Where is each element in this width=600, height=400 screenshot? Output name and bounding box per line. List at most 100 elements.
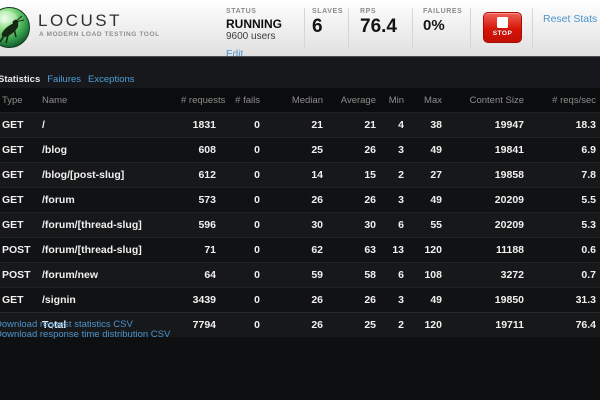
cell-average: 26 <box>364 194 376 206</box>
column-header[interactable]: Content Size <box>444 88 526 113</box>
app-title: LOCUST <box>38 11 122 30</box>
cell-name: /forum/[thread-slug] <box>42 244 142 256</box>
table-row: GET/blog/[post-slug] 612 0 14 15 2 27 19858 7.8 <box>0 162 600 188</box>
cell--reqs-sec: 76.4 <box>575 319 596 331</box>
cell--reqs-sec: 0.7 <box>581 269 596 281</box>
cell-name: /forum <box>42 194 75 206</box>
column-header[interactable]: Name <box>40 88 180 113</box>
stats-table-body: GET/1831 0 21 21 4 38 19947 18.3 GET/blog 608 0 25 2… <box>0 112 600 337</box>
cell-type: GET <box>2 119 24 131</box>
cell-content-size: 19858 <box>494 169 524 181</box>
cell-min: 6 <box>398 219 404 231</box>
table-row: GET/forum 573 0 26 26 3 49 20209 5.5 <box>0 187 600 213</box>
header-divider <box>532 8 533 48</box>
cell-max: 27 <box>430 169 442 181</box>
cell-min: 3 <box>398 194 404 206</box>
column-header[interactable]: Type <box>0 88 40 113</box>
cell-average: 15 <box>364 169 376 181</box>
cell--fails: 0 <box>254 319 260 331</box>
cell--reqs-sec: 31.3 <box>575 294 596 306</box>
cell-average: 26 <box>364 144 376 156</box>
cell-min: 3 <box>398 144 404 156</box>
cell-min: 13 <box>392 244 404 256</box>
cell-max: 120 <box>424 319 442 331</box>
cell-average: 63 <box>364 244 376 256</box>
cell-content-size: 19841 <box>494 144 524 156</box>
csv-download-link[interactable]: Download request statistics CSV <box>0 319 133 330</box>
cell-max: 49 <box>430 294 442 306</box>
cell-median: 62 <box>311 244 323 256</box>
column-header[interactable]: Max <box>406 88 444 113</box>
cell-type: GET <box>2 169 24 181</box>
cell-average: 30 <box>364 219 376 231</box>
stop-button[interactable]: STOP <box>483 12 522 43</box>
failures-label: FAILURES <box>423 8 463 15</box>
reset-stats-link[interactable]: Reset Stats <box>543 13 598 25</box>
cell-min: 2 <box>398 319 404 331</box>
column-header[interactable]: Min <box>378 88 406 113</box>
column-header[interactable]: Median <box>262 88 325 113</box>
cell--fails: 0 <box>254 244 260 256</box>
cell-content-size: 19850 <box>494 294 524 306</box>
cell--fails: 0 <box>254 119 260 131</box>
cell-average: 58 <box>364 269 376 281</box>
table-row: GET / 1831 0 21 21 4 38 19947 18.3 <box>0 112 600 138</box>
cell-type: GET <box>2 219 24 231</box>
cell-name: / <box>42 119 45 131</box>
rps-label: RPS <box>360 8 377 15</box>
cell-name: /forum/[thread-slug] <box>42 219 142 231</box>
status-label: STATUS <box>226 8 257 15</box>
edit-link[interactable]: Edit <box>226 48 244 57</box>
column-header[interactable]: Average <box>325 88 378 113</box>
tab-statistics[interactable]: Statistics <box>0 74 41 85</box>
rps-box: RPS 76.4 <box>360 8 397 37</box>
cell--reqs-sec: 7.8 <box>581 169 596 181</box>
cell-type: POST <box>2 269 31 281</box>
status-box: STATUS RUNNING 9600 users Edit <box>226 8 282 57</box>
slaves-box: SLAVES 6 <box>312 8 343 37</box>
total-row: Total 7794 0 26 25 2 120 19711 76.4 <box>0 312 600 337</box>
status-value: RUNNING <box>226 17 282 31</box>
cell-content-size: 3272 <box>500 269 524 281</box>
column-header[interactable]: # requests <box>180 88 225 113</box>
header-divider <box>348 8 349 48</box>
tab-list: Statistics Failures Exceptions <box>0 69 142 87</box>
stop-square-icon <box>497 17 508 28</box>
tab-failures[interactable]: Failures <box>47 74 82 85</box>
cell-median: 26 <box>311 294 323 306</box>
locust-logo-icon <box>0 7 30 48</box>
cell-name: Total <box>42 319 67 331</box>
column-header[interactable]: # reqs/sec <box>526 88 600 113</box>
cell--requests: 1831 <box>192 119 216 131</box>
table-row: POST/forum/[thread-slug] 71 0 62 63 13 120 1118… <box>0 237 600 263</box>
cell--fails: 0 <box>254 269 260 281</box>
cell-average: 21 <box>364 119 376 131</box>
table-row: GET/forum/[thread-slug] 596 0 30 30 6 55 20209 5… <box>0 212 600 238</box>
cell-median: 59 <box>311 269 323 281</box>
csv-links: Download request statistics CSV Download … <box>0 320 170 340</box>
cell--reqs-sec: 18.3 <box>575 119 596 131</box>
header-divider <box>470 8 471 48</box>
failures-box: FAILURES 0% <box>423 8 462 34</box>
column-header[interactable]: # fails <box>218 88 262 113</box>
stop-button-label: STOP <box>492 30 513 37</box>
tab-bar: Statistics Failures Exceptions <box>0 57 600 88</box>
cell-average: 25 <box>364 319 376 331</box>
cell-max: 49 <box>430 194 442 206</box>
cell-median: 26 <box>311 319 323 331</box>
cell-median: 25 <box>311 144 323 156</box>
tab-exceptions[interactable]: Exceptions <box>88 74 135 85</box>
stats-table: Type Name # requests # fails Median Average Mi… <box>0 88 600 337</box>
cell--reqs-sec: 6.9 <box>581 144 596 156</box>
cell-max: 108 <box>424 269 442 281</box>
cell-max: 38 <box>430 119 442 131</box>
csv-download-link[interactable]: Download response time distribution CSV <box>0 329 171 340</box>
cell-min: 6 <box>398 269 404 281</box>
cell-content-size: 20209 <box>494 194 524 206</box>
app-tagline: A MODERN LOAD TESTING TOOL <box>39 31 160 38</box>
cell-median: 30 <box>311 219 323 231</box>
cell--reqs-sec: 0.6 <box>581 244 596 256</box>
cell-type: GET <box>2 294 24 306</box>
cell--reqs-sec: 5.3 <box>581 219 596 231</box>
cell-content-size: 20209 <box>494 219 524 231</box>
